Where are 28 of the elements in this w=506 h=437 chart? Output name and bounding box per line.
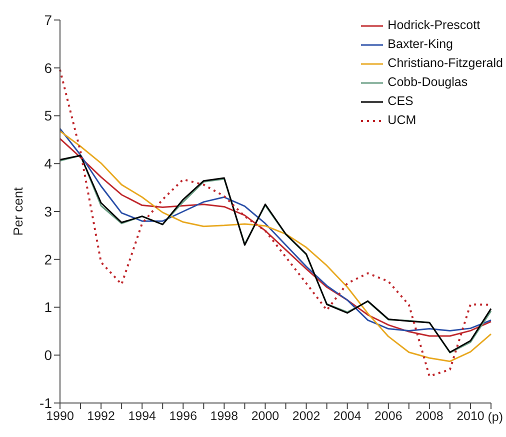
y-tick-label: 7 <box>44 12 52 28</box>
x-tick-label: 2000 <box>251 408 280 423</box>
x-tick-label: 2008 <box>416 408 444 423</box>
y-tick-label: 2 <box>44 251 52 268</box>
x-tick-label: 1992 <box>87 408 115 423</box>
y-tick-label: 1 <box>44 299 52 316</box>
x-tick-label: 2006 <box>374 408 402 423</box>
y-tick-label: 4 <box>44 156 52 172</box>
legend-label: CES <box>388 93 414 110</box>
x-tick-label: 2002 <box>292 408 320 423</box>
x-tick-label: 1996 <box>169 408 198 423</box>
x-tick-label: 1998 <box>210 408 238 423</box>
y-tick-label: -1 <box>40 394 52 411</box>
y-tick-label: 6 <box>44 60 52 76</box>
legend-label: Baxter-King <box>388 36 453 53</box>
legend-label: Christiano-Fitzgerald <box>388 55 503 72</box>
x-tick-label: 1990 <box>46 408 74 423</box>
y-tick-label: 0 <box>44 347 52 364</box>
legend-label: UCM <box>388 112 416 129</box>
y-tick-label: 3 <box>44 203 52 220</box>
y-tick-label: 5 <box>44 108 52 124</box>
x-tick-label: 2004 <box>333 408 362 423</box>
legend-label: Hodrick-Prescott <box>388 17 480 34</box>
text: (p) <box>488 410 503 424</box>
x-tick-label: 2010 <box>456 408 484 423</box>
x-tick-label: 1994 <box>128 408 156 423</box>
y-axis-title: Per cent <box>10 186 26 236</box>
legend-label: Cobb-Douglas <box>388 74 468 91</box>
